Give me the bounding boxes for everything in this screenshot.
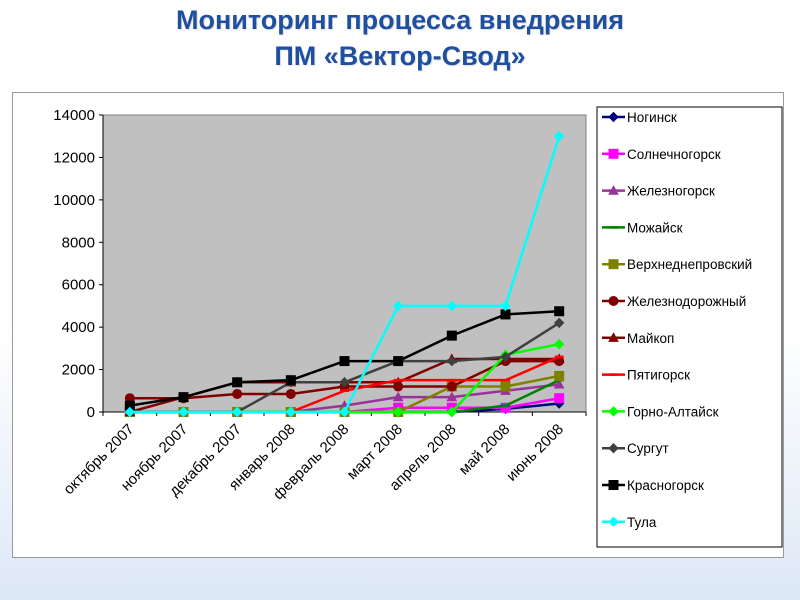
series-11-point: [178, 392, 189, 403]
legend-label: Железногорск: [627, 184, 715, 199]
series-12-point: [339, 406, 350, 418]
slide-title: Мониторинг процесса внедрения ПМ «Вектор…: [0, 2, 800, 74]
series-12-point: [500, 300, 511, 312]
series-5-point: [500, 381, 511, 392]
series-11-point: [446, 330, 457, 341]
y-tick-label: 4000: [62, 319, 95, 336]
series-2-point: [500, 402, 511, 413]
title-line-2: ПМ «Вектор-Свод»: [274, 41, 526, 71]
legend-label: Красногорск: [627, 478, 704, 493]
series-10-point: [553, 317, 565, 329]
series-12-point: [124, 406, 136, 418]
series-6-point: [446, 381, 457, 392]
series-5-point: [554, 370, 565, 381]
series-2-point: [554, 393, 565, 404]
series-3-point: [392, 391, 404, 402]
series-12-point: [231, 406, 243, 418]
legend-label: Сургут: [627, 441, 669, 456]
y-tick-label: 6000: [62, 277, 95, 294]
y-tick-label: 12000: [53, 149, 95, 166]
y-tick-label: 10000: [53, 192, 95, 209]
series-6-point: [232, 388, 243, 399]
series-11-point: [232, 377, 243, 388]
series-3-point: [446, 391, 458, 402]
legend-label: Железнодорожный: [627, 294, 746, 309]
legend-label: Ногинск: [627, 110, 677, 125]
legend-swatch-marker: [608, 332, 619, 342]
legend-swatch-marker: [608, 185, 619, 195]
series-11-point: [554, 306, 565, 317]
legend-label: Пятигорск: [627, 368, 690, 383]
legend-swatch-marker: [608, 516, 619, 528]
legend-swatch-marker: [608, 148, 619, 159]
legend-label: Горно-Алтайск: [627, 404, 719, 419]
series-12-point: [392, 300, 404, 312]
series-11-point: [500, 309, 511, 320]
legend-box: [596, 106, 783, 548]
series-12-point: [553, 131, 565, 142]
series-12-point: [446, 300, 458, 312]
series-9-point: [553, 338, 565, 350]
series-11-point: [393, 356, 404, 367]
y-tick-label: 2000: [62, 362, 95, 379]
series-10-point: [446, 355, 458, 367]
y-tick-label: 8000: [62, 234, 95, 251]
series-10-point: [339, 377, 350, 388]
legend-swatch-marker: [608, 111, 619, 123]
series-11-point: [285, 375, 296, 386]
series-6-point: [285, 388, 296, 399]
series-9-point: [446, 406, 458, 418]
legend-label: Верхнеднепровский: [627, 257, 752, 272]
legend-swatch-marker: [608, 406, 619, 417]
series-10-point: [500, 351, 511, 363]
legend-label: Майкоп: [627, 331, 674, 346]
legend-swatch-marker: [608, 259, 619, 270]
series-12-point: [285, 406, 297, 418]
y-tick-label: 14000: [53, 107, 95, 124]
series-12-point: [178, 406, 189, 418]
title-line-1: Мониторинг процесса внедрения: [175, 5, 625, 35]
legend-label: Тула: [627, 515, 657, 530]
legend-label: Солнечногорск: [627, 147, 721, 162]
x-tick-label: июнь 2008: [503, 421, 567, 485]
legend-label: Можайск: [627, 220, 683, 235]
y-tick-label: 0: [87, 404, 95, 421]
plot-area: [102, 114, 587, 413]
series-11-point: [339, 356, 350, 367]
series-3-point: [553, 378, 565, 389]
series-9-point: [392, 406, 404, 418]
legend-swatch-marker: [608, 480, 619, 490]
legend-swatch-marker: [608, 442, 619, 454]
legend-swatch-marker: [608, 296, 619, 306]
